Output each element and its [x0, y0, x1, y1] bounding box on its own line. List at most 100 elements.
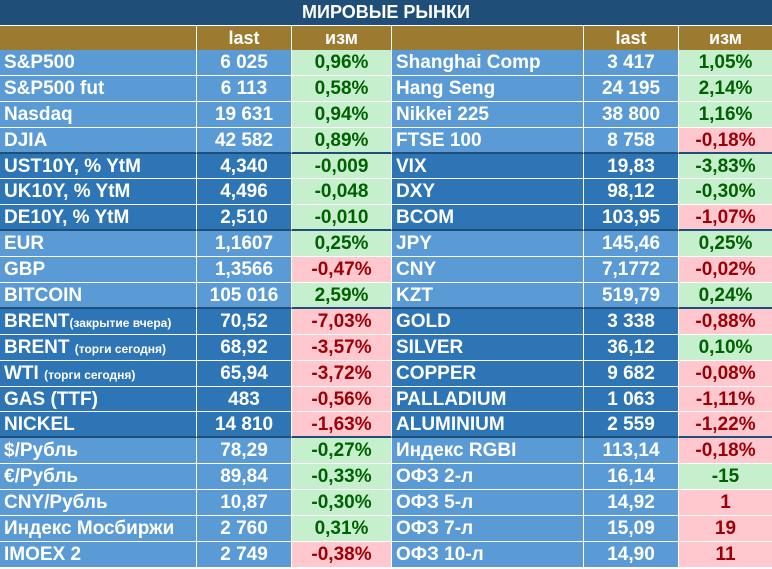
last-value-right: 2 559	[584, 412, 679, 439]
instrument-name-left: S&P500 fut	[0, 75, 197, 102]
change-right: -0,18%	[679, 127, 772, 154]
table-body: S&P500 6 025 0,96% Shanghai Comp 3 417 1,05% S…	[0, 50, 772, 568]
instrument-name-right: ОФЗ 10-л	[392, 541, 584, 568]
table-row: BRENT (торги сегодня) 68,92 -3,57% SILVER 36…	[0, 334, 772, 361]
last-value-left: 78,29	[197, 438, 292, 465]
table-row: Индекс Мосбиржи 2 760 0,31% ОФЗ 7-л 15,09 19	[0, 516, 772, 542]
last-value-left: 14 810	[197, 412, 292, 439]
instrument-name-right: ОФЗ 5-л	[392, 490, 584, 517]
last-value-right: 36,12	[584, 334, 679, 361]
table-row: €/Рубль 89,84 -0,33% ОФЗ 2-л 16,14 -15	[0, 464, 772, 491]
instrument-name-right: KZT	[392, 283, 584, 309]
instrument-name-right: BCOM	[392, 205, 584, 232]
last-value-left: 6 025	[197, 50, 292, 76]
last-value-left: 68,92	[197, 334, 292, 361]
table-row: GAS (TTF) 483 -0,56% PALLADIUM 1 063 -1,11%	[0, 386, 772, 413]
instrument-name-right: SILVER	[392, 334, 584, 361]
change-left: -0,47%	[292, 257, 392, 284]
change-right: 0,24%	[679, 283, 772, 309]
instrument-name-right: VIX	[392, 153, 584, 180]
change-left: -0,38%	[292, 541, 392, 568]
change-left: -0,30%	[292, 490, 392, 517]
change-right: -0,88%	[679, 308, 772, 335]
change-right: 19	[679, 516, 772, 542]
last-value-left: 2 760	[197, 516, 292, 542]
change-left: 0,25%	[292, 231, 392, 258]
instrument-name-left: $/Рубль	[0, 438, 197, 465]
header-last-right: last	[584, 26, 679, 50]
last-value-left: 105 016	[197, 283, 292, 309]
change-right: -0,30%	[679, 179, 772, 206]
instrument-name-right: Nikkei 225	[392, 101, 584, 128]
instrument-name-left: Индекс Мосбиржи	[0, 516, 197, 542]
instrument-name-left: GBP	[0, 257, 197, 284]
instrument-name-text: GAS (TTF)	[4, 388, 98, 410]
instrument-name-left: BITCOIN	[0, 283, 197, 309]
header-change-right: изм	[709, 28, 742, 48]
instrument-name-text: BITCOIN	[4, 285, 83, 307]
instrument-name-text: BRENT	[4, 336, 70, 358]
last-value-right: 3 417	[584, 50, 679, 76]
last-value-left: 1,1607	[197, 231, 292, 258]
header-row: last изм last изм	[0, 26, 772, 50]
table-row: S&P500 6 025 0,96% Shanghai Comp 3 417 1,05%	[0, 50, 772, 76]
last-value-right: 8 758	[584, 127, 679, 154]
instrument-name-right: ALUMINIUM	[392, 412, 584, 439]
instrument-name-text: $/Рубль	[4, 440, 79, 462]
instrument-name-text: IMOEX 2	[4, 543, 82, 565]
instrument-name-left: DJIA	[0, 127, 197, 154]
change-right: -1,11%	[679, 386, 772, 413]
change-right: -0,08%	[679, 360, 772, 387]
table-row: DJIA 42 582 0,89% FTSE 100 8 758 -0,18%	[0, 127, 772, 154]
instrument-name-left: S&P500	[0, 50, 197, 76]
instrument-name-left: UST10Y, % YtM	[0, 153, 197, 180]
instrument-name-text: GBP	[4, 259, 46, 281]
instrument-name-right: COPPER	[392, 360, 584, 387]
change-left: 0,89%	[292, 127, 392, 154]
change-right: -1,07%	[679, 205, 772, 232]
header-last-left: last	[197, 26, 292, 50]
change-left: 0,31%	[292, 516, 392, 542]
table-title: МИРОВЫЕ РЫНКИ	[0, 0, 772, 26]
change-right: -15	[679, 464, 772, 491]
change-left: -1,63%	[292, 412, 392, 439]
instrument-name-left: €/Рубль	[0, 464, 197, 491]
last-value-left: 19 631	[197, 101, 292, 128]
change-right: 0,10%	[679, 334, 772, 361]
last-value-left: 483	[197, 386, 292, 413]
instrument-name-text: S&P500 fut	[4, 77, 105, 99]
change-right: 11	[679, 541, 772, 568]
change-right: 1,05%	[679, 50, 772, 76]
instrument-note: (торги сегодня)	[74, 341, 167, 356]
table-row: CNY/Рубль 10,87 -0,30% ОФЗ 5-л 14,92 1	[0, 490, 772, 517]
change-left: 0,94%	[292, 101, 392, 128]
instrument-name-right: GOLD	[392, 308, 584, 335]
last-value-right: 38 800	[584, 101, 679, 128]
last-value-right: 113,14	[584, 438, 679, 465]
instrument-name-left: EUR	[0, 231, 197, 258]
table-row: BITCOIN 105 016 2,59% KZT 519,79 0,24%	[0, 283, 772, 309]
last-value-left: 4,340	[197, 153, 292, 180]
change-right: 0,25%	[679, 231, 772, 258]
last-value-right: 19,83	[584, 153, 679, 180]
last-value-left: 89,84	[197, 464, 292, 491]
instrument-name-left: UK10Y, % YtM	[0, 179, 197, 206]
last-value-left: 65,94	[197, 360, 292, 387]
instrument-name-text: UK10Y, % YtM	[4, 181, 131, 203]
instrument-name-text: DJIA	[4, 129, 48, 151]
change-left: -0,33%	[292, 464, 392, 491]
last-value-left: 2 749	[197, 541, 292, 568]
last-value-right: 519,79	[584, 283, 679, 309]
table-row: BRENT(закрытие вчера) 70,52 -7,03% GOLD 3 33…	[0, 308, 772, 335]
change-right: 2,14%	[679, 75, 772, 102]
instrument-name-left: CNY/Рубль	[0, 490, 197, 517]
instrument-note: (торги сегодня)	[44, 367, 136, 382]
instrument-name-text: WTI	[4, 362, 39, 384]
table-row: UK10Y, % YtM 4,496 -0,048 DXY 98,12 -0,30%	[0, 179, 772, 206]
instrument-name-right: CNY	[392, 257, 584, 284]
table-row: Nasdaq 19 631 0,94% Nikkei 225 38 800 1,16%	[0, 101, 772, 128]
change-left: -7,03%	[292, 308, 392, 335]
change-right: -3,83%	[679, 153, 772, 180]
last-value-right: 98,12	[584, 179, 679, 206]
instrument-name-text: EUR	[4, 233, 45, 255]
